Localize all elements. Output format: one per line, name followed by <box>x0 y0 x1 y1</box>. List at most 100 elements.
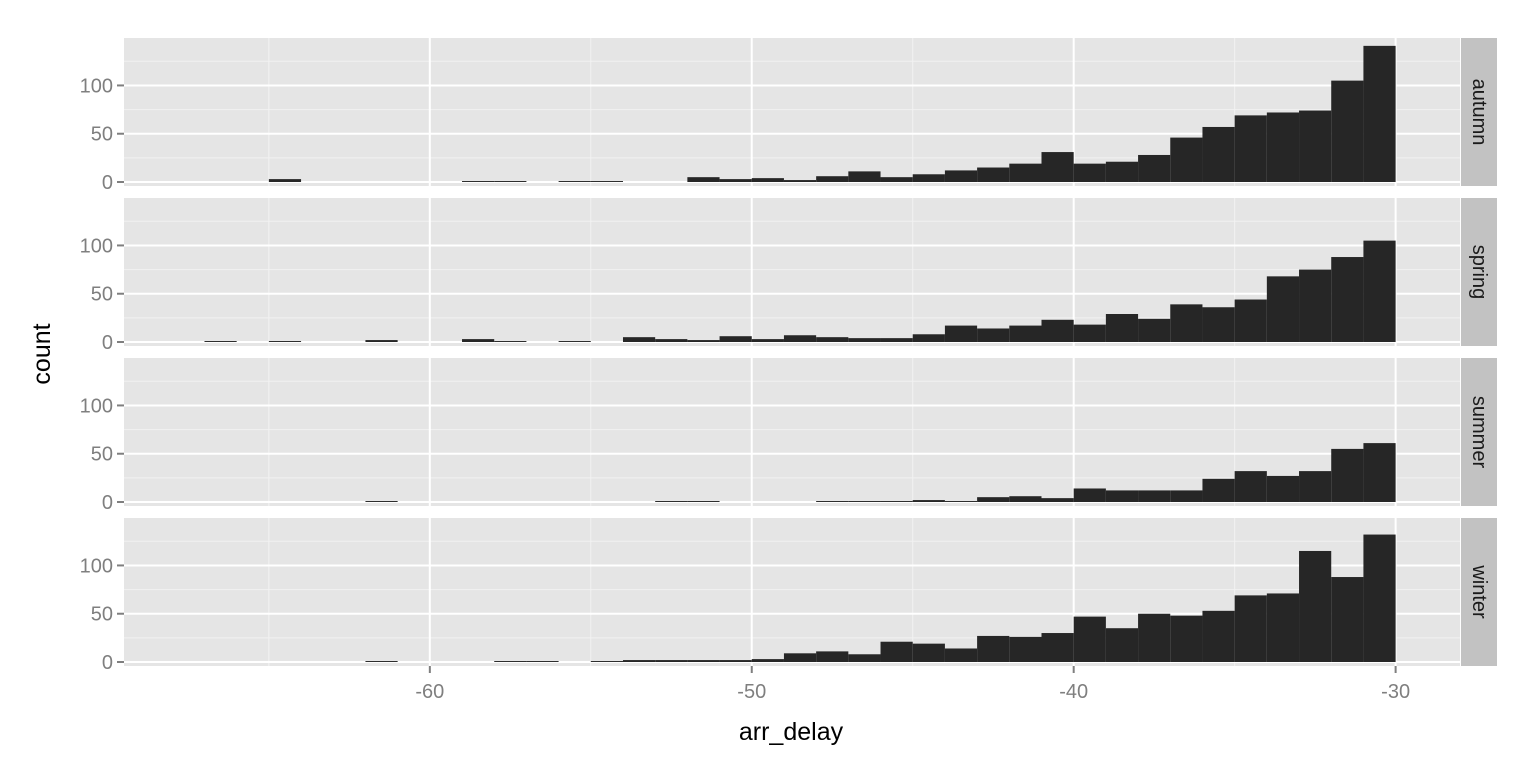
strip-label: spring <box>1468 245 1490 299</box>
y-tick-label: 100 <box>80 555 113 577</box>
histogram-bar <box>1234 115 1267 182</box>
strip-background <box>1461 198 1497 346</box>
facet-panel-spring: 0 50 100 spring <box>80 198 1497 354</box>
histogram-bar <box>912 643 945 662</box>
histogram-bar <box>1170 304 1203 342</box>
histogram-bar <box>655 501 688 502</box>
histogram-bar <box>494 181 527 182</box>
histogram-bar <box>751 659 784 662</box>
histogram-bar <box>977 635 1010 662</box>
strip-label: winter <box>1468 564 1490 619</box>
strip-background <box>1461 358 1497 506</box>
histogram-bar <box>977 328 1010 342</box>
histogram-bar <box>816 176 849 182</box>
histogram-bar <box>912 500 945 502</box>
histogram-bar <box>1009 325 1042 342</box>
y-tick-label: 0 <box>102 172 113 194</box>
histogram-bar <box>365 340 398 342</box>
histogram-bar <box>1105 161 1139 182</box>
histogram-bar <box>944 170 978 182</box>
histogram-bar <box>977 497 1010 502</box>
histogram-bar <box>848 338 881 342</box>
histogram-bar <box>719 336 752 342</box>
facet-strip-autumn: autumn <box>1461 38 1497 186</box>
histogram-bar <box>1331 80 1364 182</box>
facet-panel-autumn: 0 50 100 autumn <box>80 38 1497 194</box>
strip-background <box>1461 518 1497 666</box>
strip-label: summer <box>1468 396 1490 469</box>
histogram-bar <box>977 167 1010 182</box>
x-tick-label: -30 <box>1381 681 1410 703</box>
histogram-bar <box>816 337 849 342</box>
y-tick-label: 0 <box>102 652 113 674</box>
histogram-bar <box>558 181 591 182</box>
histogram-bar <box>655 660 688 662</box>
strip-label: autumn <box>1468 79 1490 146</box>
histogram-bar <box>365 501 398 502</box>
histogram-bar <box>1041 319 1074 342</box>
histogram-bar <box>880 177 913 182</box>
histogram-bar <box>848 654 881 662</box>
histogram-bar <box>1138 154 1171 182</box>
histogram-bar <box>1363 240 1396 342</box>
histogram-bar <box>268 341 302 342</box>
histogram-bar <box>912 334 945 342</box>
histogram-bars-spring <box>204 240 1396 342</box>
histogram-bar <box>687 660 720 662</box>
histogram-bar <box>1073 488 1106 502</box>
facet-strip-spring: spring <box>1461 198 1497 346</box>
histogram-bars-summer <box>365 443 1396 502</box>
histogram-bar <box>944 648 978 662</box>
histogram-bar <box>1041 633 1074 662</box>
histogram-bar <box>944 325 978 342</box>
histogram-bar <box>1073 163 1106 182</box>
histogram-bar <box>687 340 720 342</box>
histogram-bar <box>268 179 302 182</box>
histogram-bar <box>622 337 656 342</box>
histogram-bar <box>494 661 527 662</box>
facet-panel-summer: 0 50 100 summer <box>80 358 1497 514</box>
histogram-bar <box>1041 498 1074 502</box>
histogram-bar <box>1234 471 1267 502</box>
histogram-bar <box>816 501 849 502</box>
histogram-bar <box>1266 475 1300 502</box>
histogram-bar <box>590 661 623 662</box>
histogram-bar <box>783 335 817 342</box>
histogram-bar <box>1202 307 1235 342</box>
histogram-bar <box>1299 110 1332 182</box>
histogram-bar <box>1299 269 1332 342</box>
histogram-bar <box>719 179 752 182</box>
histogram-bar <box>1266 593 1300 662</box>
histogram-bars-autumn <box>268 45 1396 183</box>
histogram-bar <box>880 641 913 662</box>
histogram-bar <box>687 177 720 182</box>
histogram-bar <box>1202 610 1235 662</box>
histogram-bar <box>1009 163 1042 182</box>
histogram-bar <box>462 181 495 182</box>
histogram-bar <box>944 501 978 502</box>
x-tick-label: -40 <box>1059 681 1088 703</box>
histogram-bar <box>1009 636 1042 662</box>
histogram-bar <box>1170 137 1203 182</box>
histogram-bar <box>622 660 656 662</box>
histogram-bar <box>783 180 817 182</box>
histogram-bar <box>1041 152 1074 182</box>
x-axis-title: arr_delay <box>739 718 844 746</box>
histogram-bar <box>1170 615 1203 662</box>
histogram-bar <box>816 651 849 662</box>
histogram-bar <box>1202 478 1235 502</box>
histogram-bar <box>1234 299 1267 342</box>
y-axis-title: count <box>28 323 56 384</box>
histogram-bar <box>1363 534 1396 662</box>
histogram-bar <box>1138 318 1171 342</box>
y-tick-label: 50 <box>91 444 113 466</box>
histogram-bar <box>655 339 688 342</box>
histogram-bar <box>590 181 623 182</box>
histogram-bar <box>687 501 720 502</box>
histogram-bar <box>1299 550 1332 662</box>
histogram-bar <box>1234 595 1267 662</box>
y-tick-label: 100 <box>80 395 113 417</box>
x-tick-label: -50 <box>737 681 766 703</box>
y-tick-label: 0 <box>102 332 113 354</box>
